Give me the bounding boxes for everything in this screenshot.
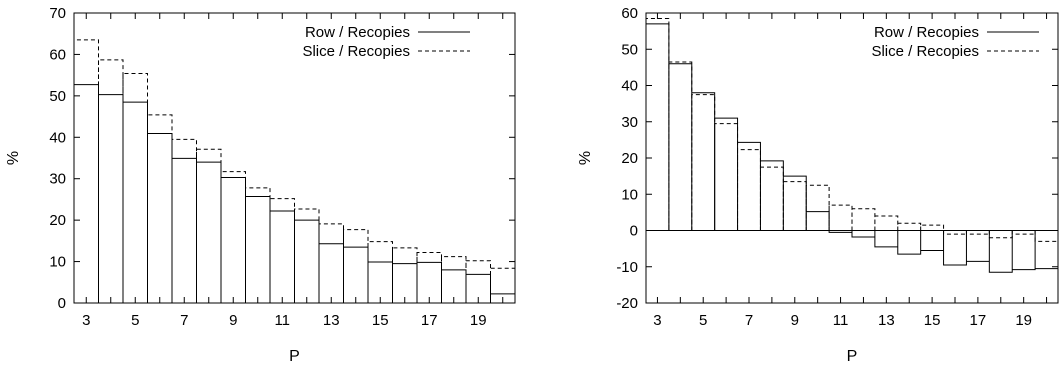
- y-axis-label: %: [577, 151, 594, 165]
- x-tick-label: 3: [82, 312, 90, 329]
- x-tick-label: 7: [745, 312, 753, 329]
- legend-label: Slice / Recopies: [302, 43, 410, 60]
- chart-left: 3 5 7 9 11 13 15 17 19 0 10 20 30 40 50 60 70 P% Row / Rec…: [5, 5, 516, 365]
- y-tick-label: 10: [621, 186, 638, 203]
- x-tick-label: 9: [229, 312, 237, 329]
- legend-label: Row / Recopies: [305, 24, 410, 41]
- x-tick-label: 7: [180, 312, 188, 329]
- x-tick-label: 3: [653, 312, 661, 329]
- x-axis-label: P: [847, 348, 858, 365]
- y-tick-label: 60: [621, 5, 638, 22]
- series-row-bars: [73, 84, 516, 303]
- y-tick-label: 20: [621, 150, 638, 167]
- y-tick-label: 50: [621, 41, 638, 58]
- x-tick-label: 11: [274, 312, 290, 329]
- series-slice-bars: [645, 17, 1059, 242]
- y-tick-label: -10: [616, 259, 638, 276]
- series-slice-bars: [73, 39, 516, 303]
- x-tick-label: 15: [372, 312, 389, 329]
- x-tick-label: 13: [878, 312, 895, 329]
- x-tick-label: 19: [1015, 312, 1032, 329]
- x-tick-label: 13: [323, 312, 340, 329]
- plot-frame: [73, 12, 516, 304]
- legend-label: Slice / Recopies: [871, 43, 979, 60]
- y-tick-label: 30: [621, 114, 638, 131]
- y-tick-label: -20: [616, 295, 638, 312]
- y-tick-label: 20: [49, 212, 66, 229]
- x-tick-label: 5: [131, 312, 139, 329]
- series-row-bars: [645, 23, 1059, 273]
- y-axis-label: %: [5, 151, 22, 165]
- x-axis-label: P: [289, 348, 300, 365]
- y-tick-label: 50: [49, 88, 66, 105]
- y-tick-label: 40: [49, 129, 66, 146]
- x-tick-label: 5: [699, 312, 707, 329]
- y-tick-label: 10: [49, 254, 66, 271]
- x-tick-label: 19: [470, 312, 487, 329]
- legend-label: Row / Recopies: [874, 24, 979, 41]
- y-tick-label: 40: [621, 78, 638, 95]
- x-tick-label: 15: [924, 312, 941, 329]
- x-tick-label: 11: [833, 312, 849, 329]
- y-tick-label: 30: [49, 171, 66, 188]
- chart-right: 3 5 7 9 11 13 15 17 19 -20 -10 0 10 20 30 40 50 60 P% Row /…: [577, 5, 1059, 365]
- x-tick-label: 17: [421, 312, 438, 329]
- x-tick-label: 17: [970, 312, 987, 329]
- x-tick-label: 9: [791, 312, 799, 329]
- y-tick-label: 0: [58, 295, 66, 312]
- plot-frame: [645, 12, 1059, 304]
- y-tick-label: 60: [49, 46, 66, 63]
- y-tick-label: 0: [630, 223, 638, 240]
- y-tick-label: 70: [49, 5, 66, 22]
